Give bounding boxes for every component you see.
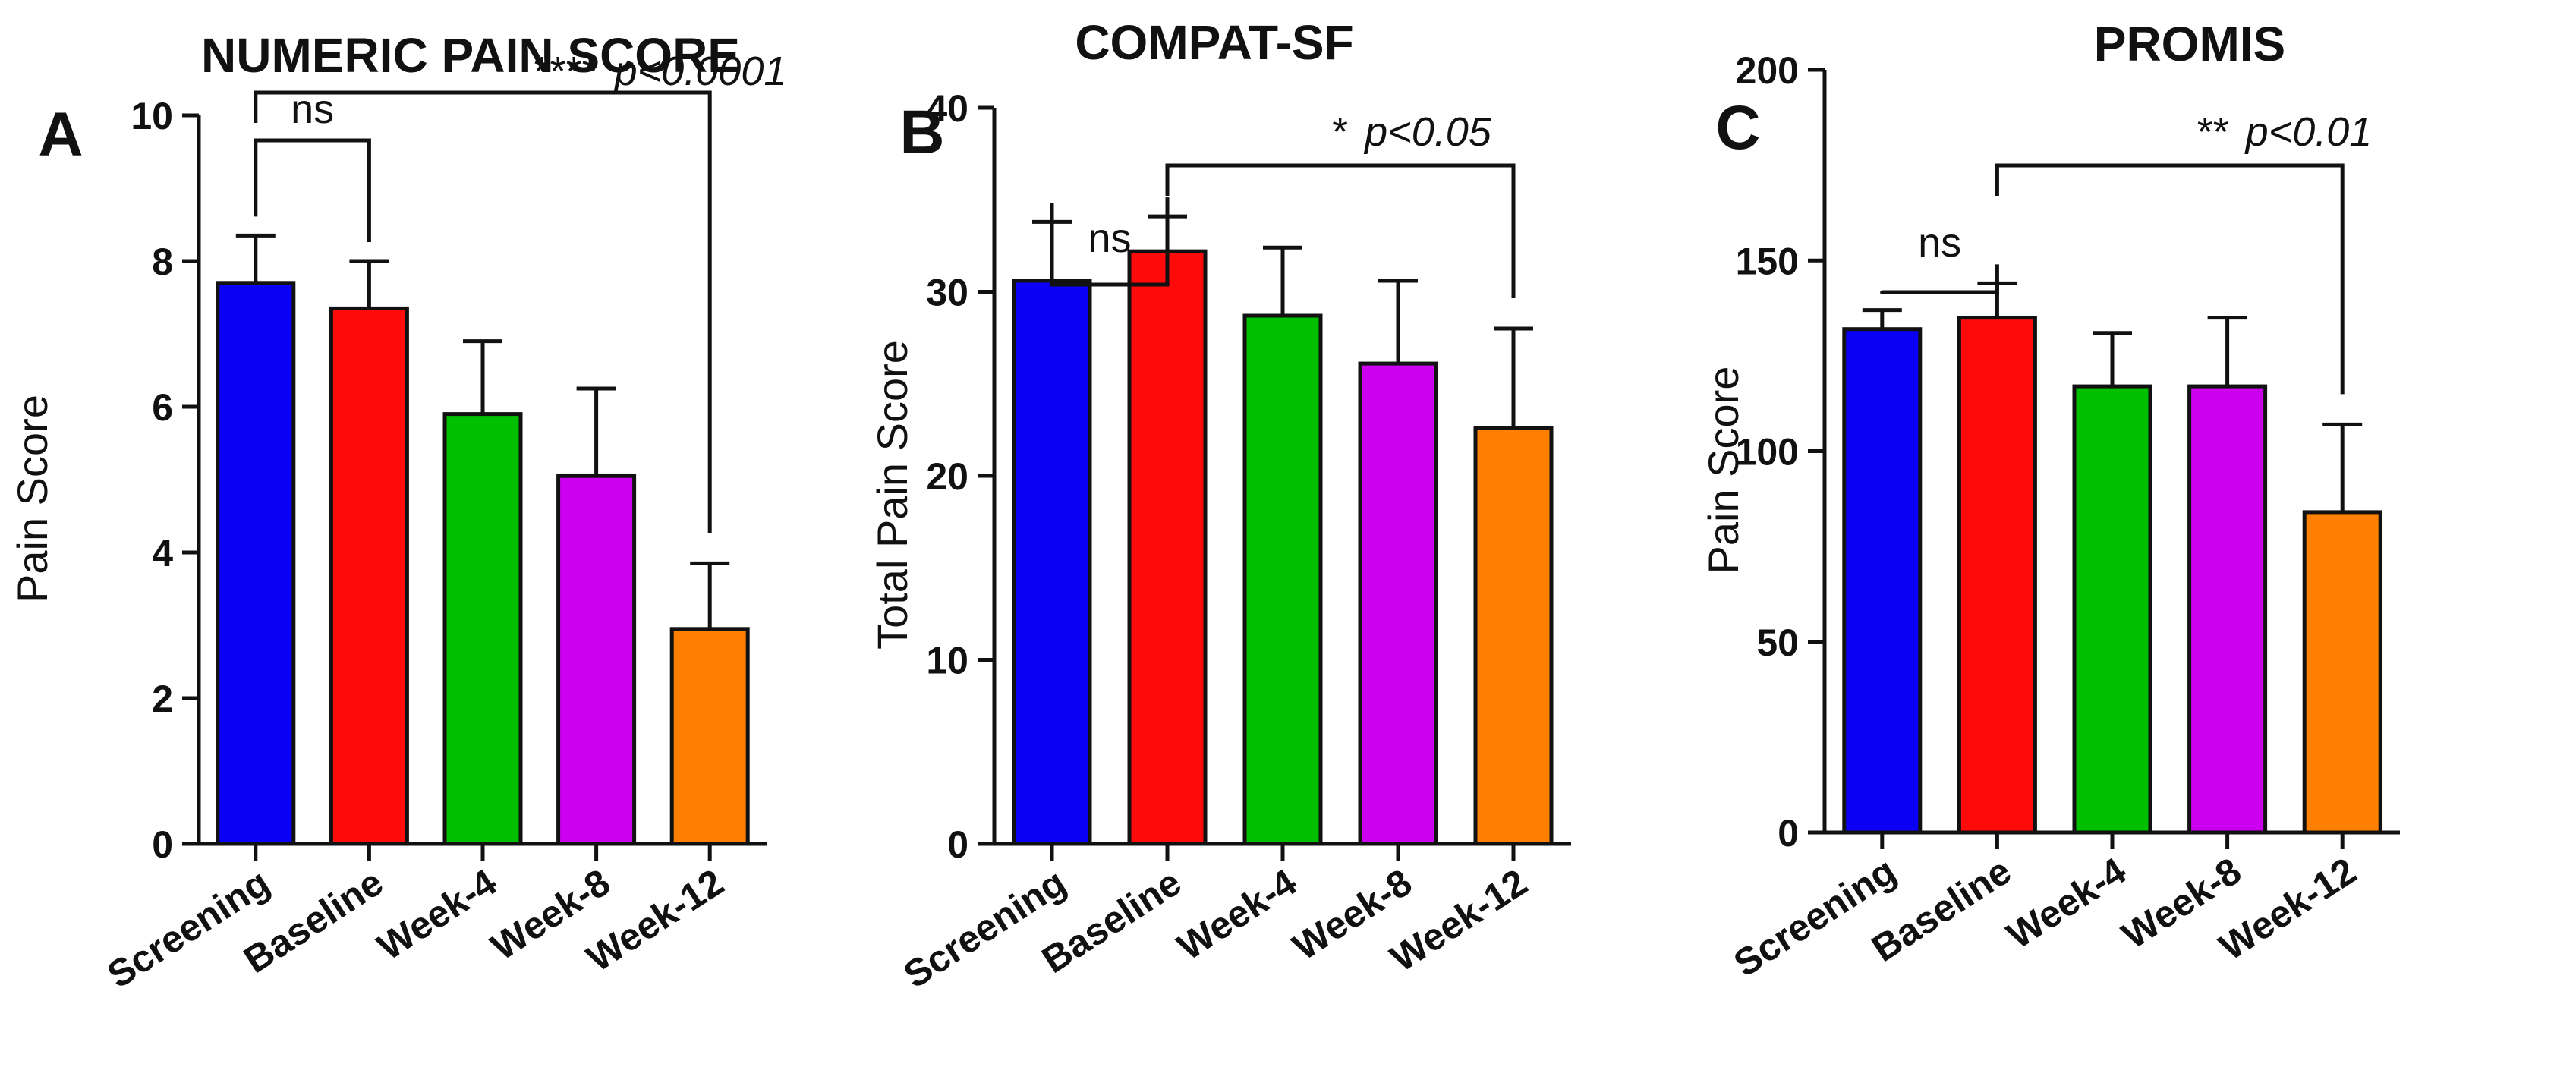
chart-title: PROMIS <box>2094 17 2285 71</box>
bar-week-8 <box>2187 384 2268 835</box>
y-tick-label: 30 <box>926 272 968 314</box>
bar-baseline <box>1957 316 2037 835</box>
y-tick-label: 4 <box>152 532 173 574</box>
chart-title: NUMERIC PAIN SCORE <box>201 28 740 83</box>
bar-screening <box>1842 327 1923 835</box>
p-value: p<0.0001 <box>613 49 787 94</box>
significance-bracket-ns <box>254 138 371 242</box>
y-tick-label: 0 <box>1778 812 1799 855</box>
panel-letter: B <box>899 98 944 167</box>
significance-stars: **** <box>534 49 598 94</box>
bar-baseline <box>1127 249 1208 846</box>
significance-bracket <box>254 90 712 533</box>
significance-bracket <box>1165 163 1516 298</box>
chart-title: COMPAT-SF <box>1075 15 1353 70</box>
bar-week-12 <box>1473 426 1554 846</box>
panel-letter: A <box>38 100 83 169</box>
x-tick-label: Screening <box>896 861 1073 996</box>
bar-week-12 <box>669 627 750 846</box>
y-tick-label: 10 <box>926 640 968 682</box>
p-value: p<0.01 <box>2244 109 2373 155</box>
significance-bracket-ns <box>1880 264 1999 294</box>
bar-week-4 <box>2072 384 2152 835</box>
p-value: p<0.05 <box>1363 109 1492 155</box>
significance-stars: ** <box>2197 109 2229 155</box>
bar-week-8 <box>1358 361 1438 846</box>
significance-label: **** p<0.0001 <box>534 49 787 94</box>
y-tick-label: 2 <box>152 678 173 720</box>
y-tick-label: 10 <box>131 95 173 137</box>
bar-screening <box>216 281 296 846</box>
y-tick-label: 20 <box>926 455 968 498</box>
x-tick-label: Week-4 <box>1999 849 2134 957</box>
bar-week-4 <box>442 412 523 846</box>
x-tick-label: Week-4 <box>1170 861 1304 968</box>
y-tick-label: 200 <box>1736 49 1799 92</box>
bar-screening <box>1012 279 1092 846</box>
y-tick-label: 8 <box>152 241 173 283</box>
bar-baseline <box>329 306 409 846</box>
x-tick-label: Screening <box>100 861 277 996</box>
significance-label: ** p<0.01 <box>2197 109 2373 155</box>
y-tick-label: 0 <box>947 823 968 866</box>
bar-week-8 <box>556 474 637 846</box>
y-tick-label: 0 <box>152 823 173 866</box>
significance-label-ns: ns <box>1088 216 1131 261</box>
y-tick-label: 150 <box>1736 240 1799 282</box>
x-tick-label: Screening <box>1727 849 1904 985</box>
significance-label-ns: ns <box>1918 220 1961 266</box>
y-tick-label: 50 <box>1756 622 1799 664</box>
y-axis-label: Total Pain Score <box>868 340 916 650</box>
significance-stars: * <box>1332 109 1348 155</box>
y-axis-label: Pain Score <box>1699 367 1747 574</box>
bar-week-4 <box>1242 313 1323 846</box>
panel-letter: C <box>1715 93 1760 162</box>
x-tick-label: Week-4 <box>370 861 504 968</box>
significance-bracket-ns <box>1050 197 1170 287</box>
chart-panel-a: NUMERIC PAIN SCORE A Pain Score 0 2 4 6 8 10 Scre… <box>8 28 786 996</box>
y-tick-label: 100 <box>1736 431 1799 474</box>
significance-bracket <box>1995 163 2345 395</box>
chart-panel-b: COMPAT-SF B Total Pain Score 0 10 20 30 40 Scree… <box>868 15 1571 996</box>
y-tick-label: 6 <box>152 386 173 429</box>
bar-week-12 <box>2302 510 2382 835</box>
significance-label: * p<0.05 <box>1332 109 1492 155</box>
y-axis-label: Pain Score <box>8 395 56 603</box>
y-tick-label: 40 <box>926 87 968 130</box>
